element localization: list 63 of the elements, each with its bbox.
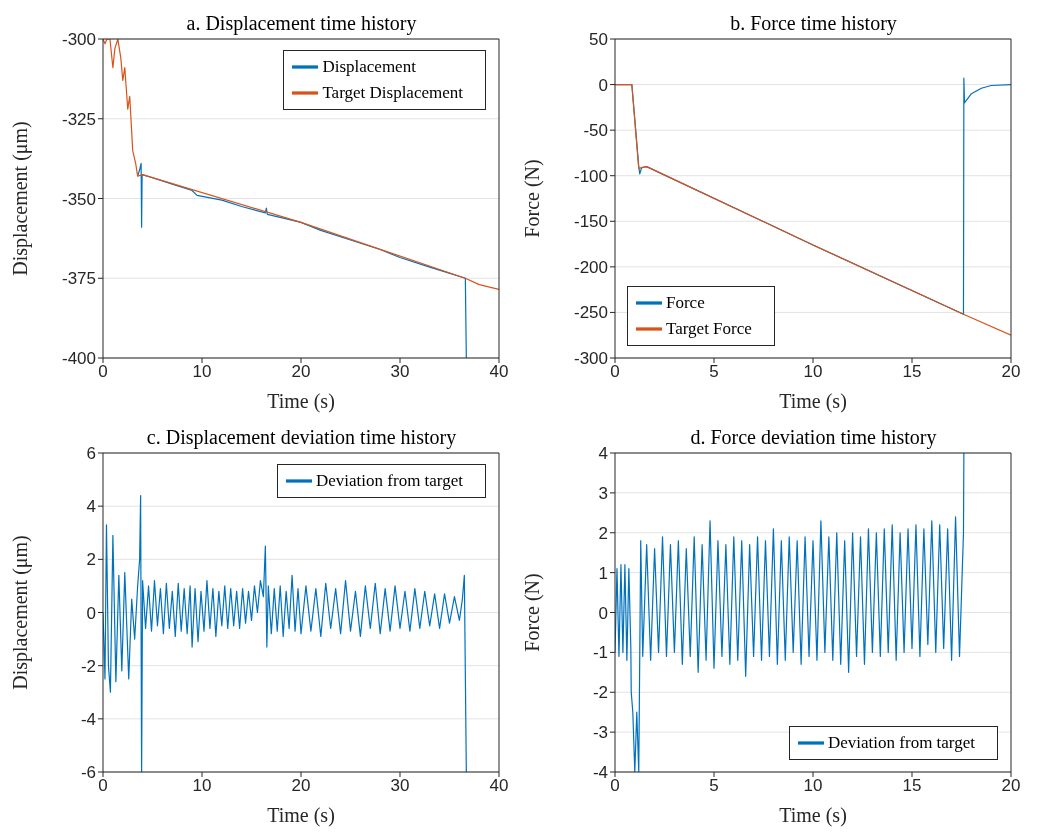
y-tick-label: 0	[598, 75, 608, 95]
x-tick-label: 30	[390, 362, 410, 382]
y-tick-label: 4	[86, 497, 96, 517]
y-axis-title: Force (N)	[521, 573, 545, 652]
chart-title: c. Displacement deviation time history	[146, 426, 457, 448]
y-axis-title: Force (N)	[521, 159, 545, 238]
chart-title: b. Force time history	[730, 12, 897, 34]
y-axis-title: Displacement (μm)	[9, 535, 33, 690]
y-tick-label: -4	[80, 709, 96, 729]
x-tick-label: 10	[803, 776, 823, 796]
x-axis-title: Time (s)	[779, 390, 847, 413]
legend-label: Force	[666, 293, 705, 312]
x-tick-label: 10	[192, 362, 212, 382]
y-tick-label: -4	[592, 763, 608, 783]
legend-label: Deviation from target	[316, 471, 463, 490]
y-tick-label: -6	[80, 763, 96, 783]
x-tick-label: 10	[192, 776, 212, 796]
y-tick-label: -2	[592, 683, 608, 703]
y-tick-label: -100	[573, 166, 608, 186]
x-tick-label: 40	[489, 362, 509, 382]
x-tick-label: 10	[803, 362, 823, 382]
y-tick-label: -2	[80, 656, 96, 676]
x-tick-label: 15	[902, 362, 922, 382]
y-tick-label: -375	[61, 269, 96, 289]
y-tick-label: -350	[61, 189, 96, 209]
chart-title: a. Displacement time history	[186, 12, 417, 34]
y-tick-label: 50	[589, 30, 608, 50]
x-axis-title: Time (s)	[779, 804, 847, 827]
legend-label: Target Displacement	[322, 83, 463, 102]
y-tick-label: 4	[598, 444, 608, 464]
x-tick-label: 20	[291, 776, 311, 796]
x-tick-label: 20	[1001, 362, 1021, 382]
y-tick-label: -200	[573, 257, 608, 277]
x-axis-title: Time (s)	[267, 804, 335, 827]
x-tick-label: 30	[390, 776, 410, 796]
y-tick-label: 1	[598, 563, 608, 583]
y-tick-label: -3	[592, 723, 608, 743]
x-axis-title: Time (s)	[267, 390, 335, 413]
y-tick-label: 0	[598, 603, 608, 623]
y-tick-label: -300	[573, 349, 608, 369]
y-tick-label: -400	[61, 349, 96, 369]
y-tick-label: 3	[598, 483, 608, 503]
x-tick-label: 40	[489, 776, 509, 796]
x-tick-label: 5	[709, 362, 719, 382]
y-axis-title: Displacement (μm)	[9, 121, 33, 276]
y-tick-label: 2	[86, 550, 96, 570]
y-tick-label: -150	[573, 212, 608, 232]
legend-label: Deviation from target	[828, 733, 975, 752]
legend-label: Displacement	[322, 57, 416, 76]
y-tick-label: 6	[86, 444, 96, 464]
x-tick-label: 5	[709, 776, 719, 796]
chart-title: d. Force deviation time history	[690, 426, 937, 448]
y-tick-label: 2	[598, 523, 608, 543]
x-tick-label: 20	[291, 362, 311, 382]
y-tick-label: -250	[573, 303, 608, 323]
x-tick-label: 20	[1001, 776, 1021, 796]
y-tick-label: 0	[86, 603, 96, 623]
y-tick-label: -1	[592, 643, 608, 663]
x-tick-label: 15	[902, 776, 922, 796]
y-tick-label: -50	[583, 121, 608, 141]
legend-label: Target Force	[666, 319, 752, 338]
y-tick-label: -300	[61, 30, 96, 50]
y-tick-label: -325	[61, 109, 96, 129]
